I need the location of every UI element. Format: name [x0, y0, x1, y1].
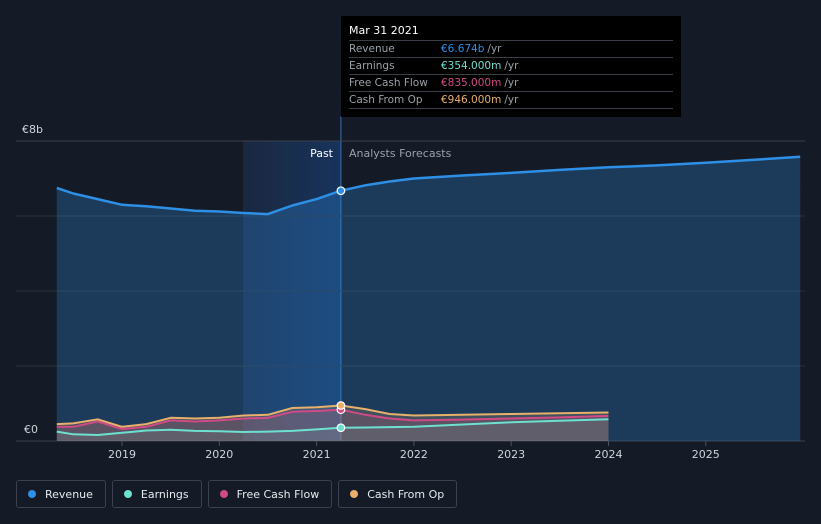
tooltip-row-label: Free Cash Flow: [349, 77, 428, 89]
tooltip-date: Mar 31 2021: [349, 22, 673, 41]
revenue-line: [56, 155, 801, 216]
past-label: Past: [310, 147, 334, 160]
x-tick-label: 2023: [497, 448, 525, 461]
y-axis-top-label: €8b: [22, 123, 43, 136]
x-tick-label: 2020: [205, 448, 233, 461]
axis-labels: €8b €0 Past Analysts Forecasts: [22, 123, 452, 436]
x-axis-ticks: 2019 2020 2021 2022 2023 2024 2025: [108, 441, 720, 461]
legend-item-earnings[interactable]: Earnings: [111, 480, 202, 508]
tooltip-row-unit: /yr: [487, 43, 502, 55]
tooltip-row-unit: /yr: [504, 94, 519, 106]
legend: Revenue Earnings Free Cash Flow Cash From O…: [16, 480, 458, 508]
earnings-marker: [336, 423, 346, 433]
y-axis-bottom-label: €0: [24, 423, 38, 436]
legend-dot-icon: [123, 490, 132, 498]
legend-item-revenue[interactable]: Revenue: [16, 480, 106, 508]
legend-dot-icon: [350, 490, 359, 498]
tooltip-row: Earnings €354.000m/yr: [349, 58, 673, 75]
legend-dot-icon: [219, 490, 228, 498]
tooltip-row: Revenue €6.674b/yr: [349, 41, 673, 58]
cash-from-op-marker: [336, 401, 346, 410]
cash-from-op-area: [56, 405, 609, 441]
tooltip-markers: [336, 186, 346, 433]
x-tick-label: 2021: [303, 448, 331, 461]
tooltip-rows: Revenue €6.674b/yr Earnings €354.000m/yr Fre…: [349, 41, 673, 109]
tooltip-row: Free Cash Flow €835.000m/yr: [349, 75, 673, 92]
tooltip-row-value: €6.674b: [441, 43, 485, 55]
legend-label: Free Cash Flow: [236, 487, 320, 501]
cash-from-op-line: [56, 404, 609, 428]
legend-label: Cash From Op: [367, 487, 445, 501]
forecast-label: Analysts Forecasts: [349, 147, 452, 160]
x-tick-label: 2019: [108, 448, 136, 461]
revenue-area: [56, 156, 801, 442]
free-cash-flow-area: [56, 409, 609, 441]
tooltip-row-unit: /yr: [504, 60, 519, 72]
legend-item-cash-from-op[interactable]: Cash From Op: [338, 480, 458, 508]
tooltip-row: Cash From Op €946.000m/yr: [349, 92, 673, 109]
tooltip-row-label: Earnings: [349, 60, 395, 72]
legend-dot-icon: [28, 490, 36, 498]
legend-label: Earnings: [140, 487, 189, 501]
series-lines: [56, 155, 801, 436]
legend-item-free-cash-flow[interactable]: Free Cash Flow: [207, 480, 333, 508]
tooltip-row-unit: /yr: [504, 77, 519, 89]
chart: €8b €0 Past Analysts Forecasts 2019 2020 2…: [16, 116, 805, 461]
series-areas: [56, 156, 801, 442]
earnings-line: [56, 418, 609, 436]
tooltip-row-value: €354.000m: [441, 60, 502, 72]
x-tick-label: 2022: [400, 448, 428, 461]
x-tick-label: 2024: [595, 448, 623, 461]
gridlines: [16, 140, 805, 442]
tooltip-row-label: Cash From Op: [349, 94, 423, 106]
tooltip-row-value: €946.000m: [441, 94, 502, 106]
x-tick-label: 2025: [692, 448, 720, 461]
legend-label: Revenue: [45, 487, 93, 501]
revenue-marker: [336, 186, 346, 196]
free-cash-flow-line: [56, 408, 609, 430]
tooltip-row-label: Revenue: [349, 43, 395, 55]
tooltip-row-value: €835.000m: [441, 77, 502, 89]
tooltip: Mar 31 2021 Revenue €6.674b/yr Earnings €35…: [341, 16, 681, 117]
